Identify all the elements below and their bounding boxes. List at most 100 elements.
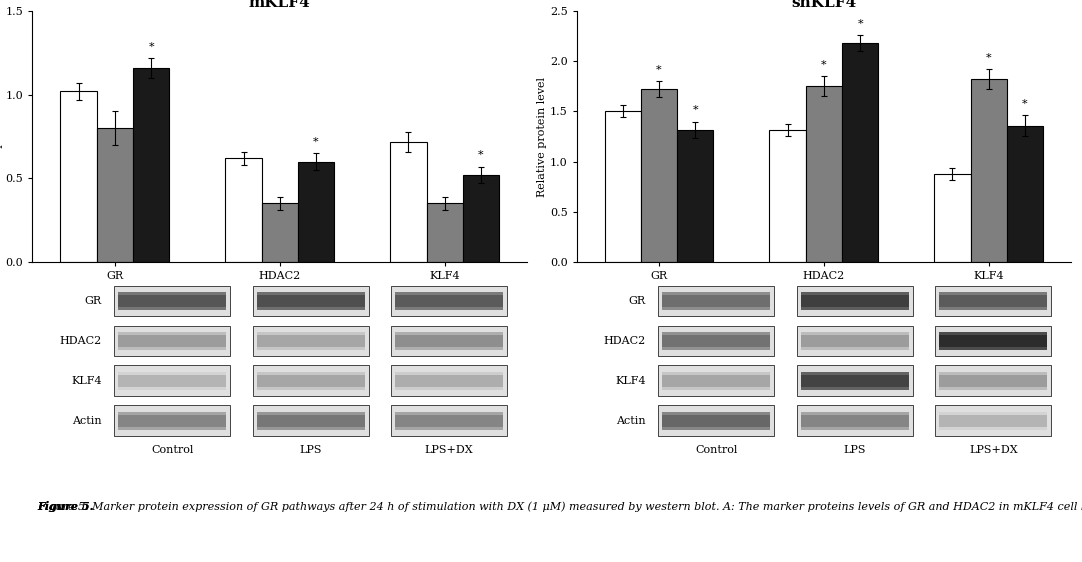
Bar [395,412,503,415]
Bar [939,387,1047,390]
Bar [114,365,230,396]
Text: Figure 5.: Figure 5. [38,501,94,512]
Title: mKLF4: mKLF4 [249,0,311,10]
Text: *: * [692,105,698,115]
Bar [935,405,1052,436]
Bar [256,332,365,350]
Bar [118,412,226,430]
Bar [842,43,879,262]
Bar [801,292,909,295]
Bar [256,372,365,390]
Bar [395,332,503,350]
Bar [114,405,230,436]
Bar [391,325,507,356]
Bar [801,412,909,415]
Bar [939,292,1047,295]
Bar [662,347,770,350]
Text: *: * [478,151,484,160]
Bar [939,372,1047,390]
Bar [395,427,503,430]
Bar [395,387,503,390]
Bar [256,332,365,336]
Bar [252,325,369,356]
Bar [118,332,226,336]
Bar [395,292,503,295]
Bar [662,372,770,390]
Bar [225,158,262,262]
Bar [939,372,1047,375]
Bar [769,129,806,262]
Text: LPS: LPS [300,445,322,455]
Bar [256,412,365,415]
Text: *: * [986,53,991,63]
Bar [662,427,770,430]
Legend: Control, LPS, DX+LPS: Control, LPS, DX+LPS [197,307,362,320]
Bar [118,292,226,295]
Text: Figure 5. Marker protein expression of GR pathways after 24 h of stimulation wit: Figure 5. Marker protein expression of G… [38,501,1082,512]
Bar [662,387,770,390]
Text: KLF4: KLF4 [616,376,646,386]
Bar [935,174,971,262]
Bar [662,332,770,350]
Bar [662,372,770,375]
Bar [662,332,770,336]
Bar [256,387,365,390]
Bar [96,128,133,262]
Bar [801,412,909,430]
Bar [801,427,909,430]
Bar [395,307,503,310]
Bar [61,92,96,262]
Bar [801,347,909,350]
Text: Actin: Actin [72,416,102,426]
Bar [114,285,230,316]
Text: *: * [821,60,827,70]
Text: GR: GR [84,296,102,306]
Bar [939,332,1047,350]
Bar [391,365,507,396]
Text: KLF4: KLF4 [71,376,102,386]
Bar [935,285,1052,316]
Bar [796,285,913,316]
Bar [262,203,298,262]
Bar [395,332,503,336]
Bar [801,332,909,350]
Text: HDAC2: HDAC2 [60,336,102,346]
Bar [395,412,503,430]
Bar [256,427,365,430]
Text: HDAC2: HDAC2 [604,336,646,346]
Bar [939,412,1047,430]
Bar [133,68,169,262]
Bar [118,372,226,375]
Text: Figure 5.: Figure 5. [38,501,94,512]
Text: LPS+DX: LPS+DX [425,445,474,455]
Text: *: * [313,137,319,147]
Y-axis label: Relative protein level: Relative protein level [537,76,547,197]
Bar [658,405,775,436]
Bar [939,347,1047,350]
Bar [939,307,1047,310]
Bar [395,372,503,390]
Bar [801,387,909,390]
Bar [118,387,226,390]
Bar [662,307,770,310]
Bar [658,285,775,316]
Bar [662,292,770,310]
Bar [118,347,226,350]
Bar [658,365,775,396]
Bar [801,292,909,310]
Bar [796,325,913,356]
Text: *: * [1022,99,1028,109]
Bar [1007,125,1043,262]
Bar [935,325,1052,356]
Legend: Control, LPS, DX+LPS: Control, LPS, DX+LPS [741,307,907,320]
Bar [463,175,499,262]
Bar [252,405,369,436]
Bar [118,372,226,390]
Bar [256,292,365,310]
Bar [252,365,369,396]
Text: GR: GR [629,296,646,306]
Y-axis label: Relative protein level: Relative protein level [0,76,3,197]
Bar [395,372,503,375]
Bar [395,292,503,310]
Bar [256,307,365,310]
